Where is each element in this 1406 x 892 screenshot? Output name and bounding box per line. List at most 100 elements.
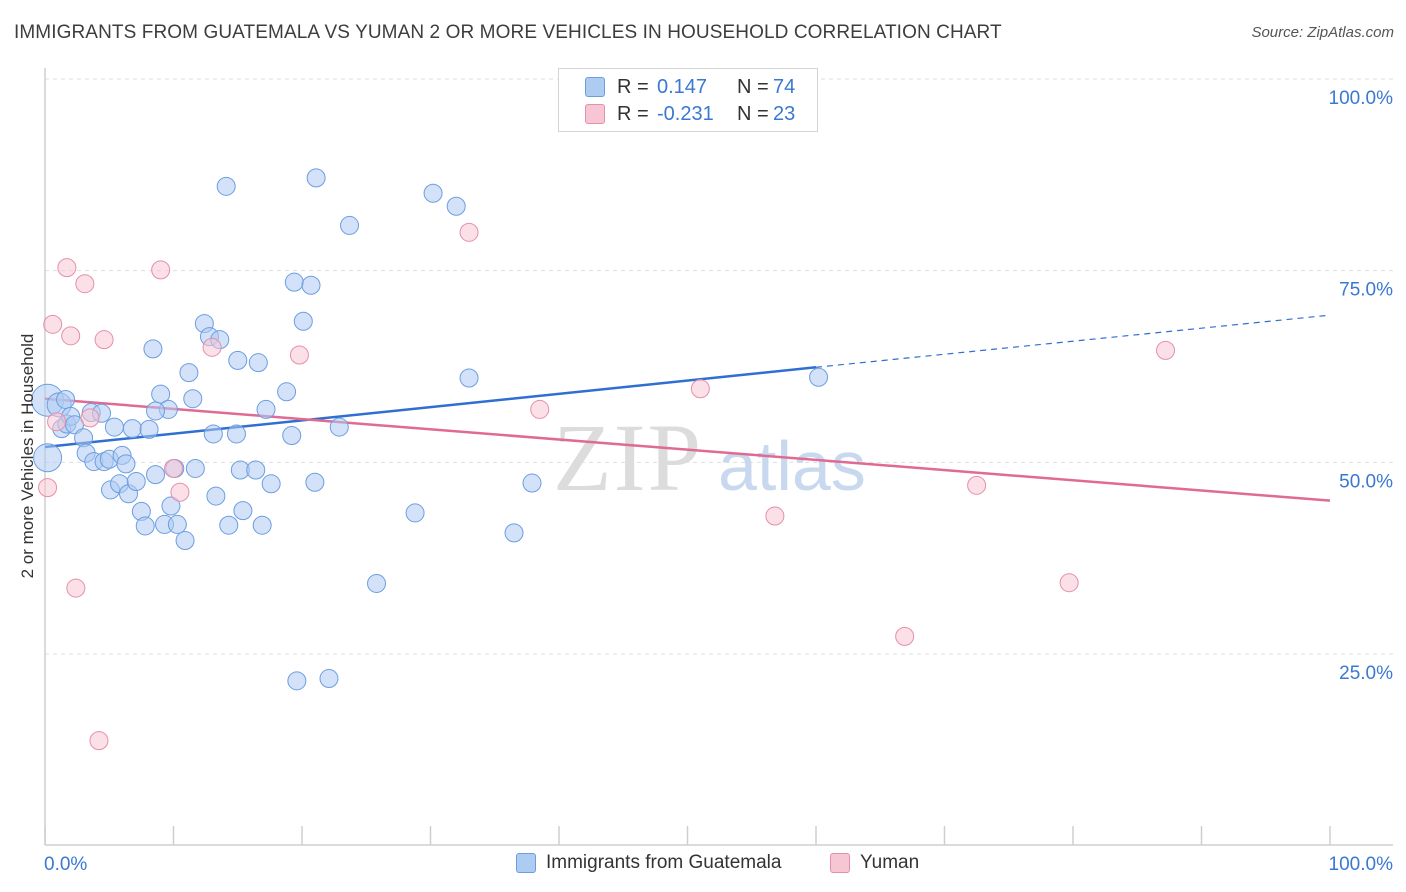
point-yuman — [967, 475, 987, 495]
point-yuman — [43, 314, 63, 334]
correlation-legend: R = 0.147 N = 74 R = -0.231 N = 23 — [558, 68, 818, 132]
point-guatemala — [167, 514, 187, 534]
point-yuman — [1059, 573, 1079, 593]
point-guatemala — [161, 496, 181, 516]
point-guatemala — [340, 215, 360, 235]
point-guatemala — [301, 275, 321, 295]
point-yuman — [75, 274, 95, 294]
point-guatemala — [175, 531, 195, 551]
point-guatemala — [256, 399, 276, 419]
point-guatemala — [282, 426, 302, 445]
point-guatemala — [305, 472, 325, 492]
point-yuman — [289, 345, 309, 365]
point-guatemala — [33, 443, 63, 473]
legend-n-value: 74 — [773, 75, 796, 98]
point-yuman — [170, 482, 190, 502]
watermark: ZIP atlas — [553, 404, 866, 511]
legend-r-label: R = — [617, 102, 649, 125]
point-yuman — [459, 222, 479, 242]
point-yuman — [895, 626, 915, 646]
point-guatemala — [287, 671, 307, 691]
point-guatemala — [522, 473, 542, 493]
chart-source: Source: ZipAtlas.com — [1251, 24, 1394, 41]
point-guatemala — [143, 339, 163, 359]
legend-label-guatemala: Immigrants from Guatemala — [546, 852, 782, 873]
point-yuman — [1156, 340, 1176, 360]
point-guatemala — [226, 424, 246, 444]
point-guatemala — [179, 363, 199, 383]
legend-n-label: N = — [737, 102, 769, 125]
point-yuman — [47, 412, 67, 432]
legend-swatch-guatemala — [516, 853, 536, 873]
y-axis-label: 2 or more Vehicles in Household — [18, 333, 37, 579]
series-legend: Immigrants from Guatemala Yuman — [0, 852, 1406, 878]
gridlines — [45, 78, 1393, 655]
point-yuman — [151, 260, 171, 280]
point-guatemala — [228, 350, 248, 370]
point-guatemala — [104, 417, 124, 437]
point-guatemala — [126, 472, 146, 491]
legend-r-label: R = — [617, 75, 649, 98]
point-guatemala — [233, 501, 253, 521]
trend-line-guatemala-extension — [815, 314, 1331, 368]
point-guatemala — [504, 523, 524, 543]
point-guatemala — [405, 503, 425, 523]
point-guatemala — [219, 515, 239, 535]
point-guatemala — [261, 474, 281, 494]
point-yuman — [202, 337, 222, 357]
point-guatemala — [446, 196, 466, 216]
legend-item-guatemala: Immigrants from Guatemala — [516, 852, 781, 874]
data-points — [31, 168, 1176, 751]
legend-swatch-yuman — [830, 853, 850, 873]
point-yuman — [57, 258, 77, 278]
point-guatemala — [248, 353, 268, 373]
point-guatemala — [329, 417, 349, 437]
point-guatemala — [319, 669, 339, 689]
legend-label-yuman: Yuman — [860, 852, 920, 873]
point-yuman — [89, 731, 109, 751]
point-guatemala — [146, 465, 166, 485]
point-yuman — [61, 326, 81, 346]
point-yuman — [80, 408, 100, 428]
point-guatemala — [185, 458, 205, 478]
legend-r-value: 0.147 — [657, 75, 708, 98]
watermark-atlas: atlas — [718, 427, 866, 505]
point-guatemala — [139, 419, 159, 439]
point-guatemala — [277, 382, 297, 402]
point-yuman — [164, 458, 183, 478]
legend-item-yuman: Yuman — [830, 852, 919, 874]
point-guatemala — [116, 454, 136, 474]
y-tick-label: 25.0% — [1339, 663, 1393, 684]
point-guatemala — [293, 311, 313, 331]
tick-labels: 100.0% 75.0% 50.0% 25.0% 0.0% 100.0% — [44, 88, 1393, 875]
point-guatemala — [56, 389, 76, 409]
legend-r-value: -0.231 — [657, 102, 714, 125]
watermark-zip: ZIP — [553, 404, 703, 511]
point-guatemala — [246, 460, 266, 480]
point-guatemala — [146, 401, 166, 421]
y-tick-label: 50.0% — [1339, 471, 1393, 492]
legend-n-label: N = — [737, 75, 769, 98]
point-guatemala — [206, 486, 226, 506]
point-guatemala — [252, 515, 272, 535]
point-guatemala — [459, 368, 479, 388]
point-yuman — [66, 578, 86, 598]
chart-title: IMMIGRANTS FROM GUATEMALA VS YUMAN 2 OR … — [14, 22, 1002, 43]
point-yuman — [94, 330, 114, 350]
point-guatemala — [809, 367, 829, 387]
trend-line-guatemala — [44, 366, 817, 449]
x-tick-label-min: 0.0% — [44, 854, 87, 875]
point-yuman — [530, 399, 550, 419]
point-guatemala — [367, 573, 387, 593]
y-tick-label: 100.0% — [1329, 88, 1394, 109]
legend-swatch-guatemala — [585, 77, 605, 97]
y-tick-label: 75.0% — [1339, 280, 1393, 301]
point-guatemala — [122, 419, 142, 439]
legend-n-value: 23 — [773, 102, 796, 125]
point-yuman — [765, 506, 785, 526]
point-guatemala — [135, 516, 155, 536]
x-tick-label-max: 100.0% — [1329, 854, 1394, 875]
point-yuman — [38, 478, 58, 498]
point-guatemala — [306, 168, 326, 188]
